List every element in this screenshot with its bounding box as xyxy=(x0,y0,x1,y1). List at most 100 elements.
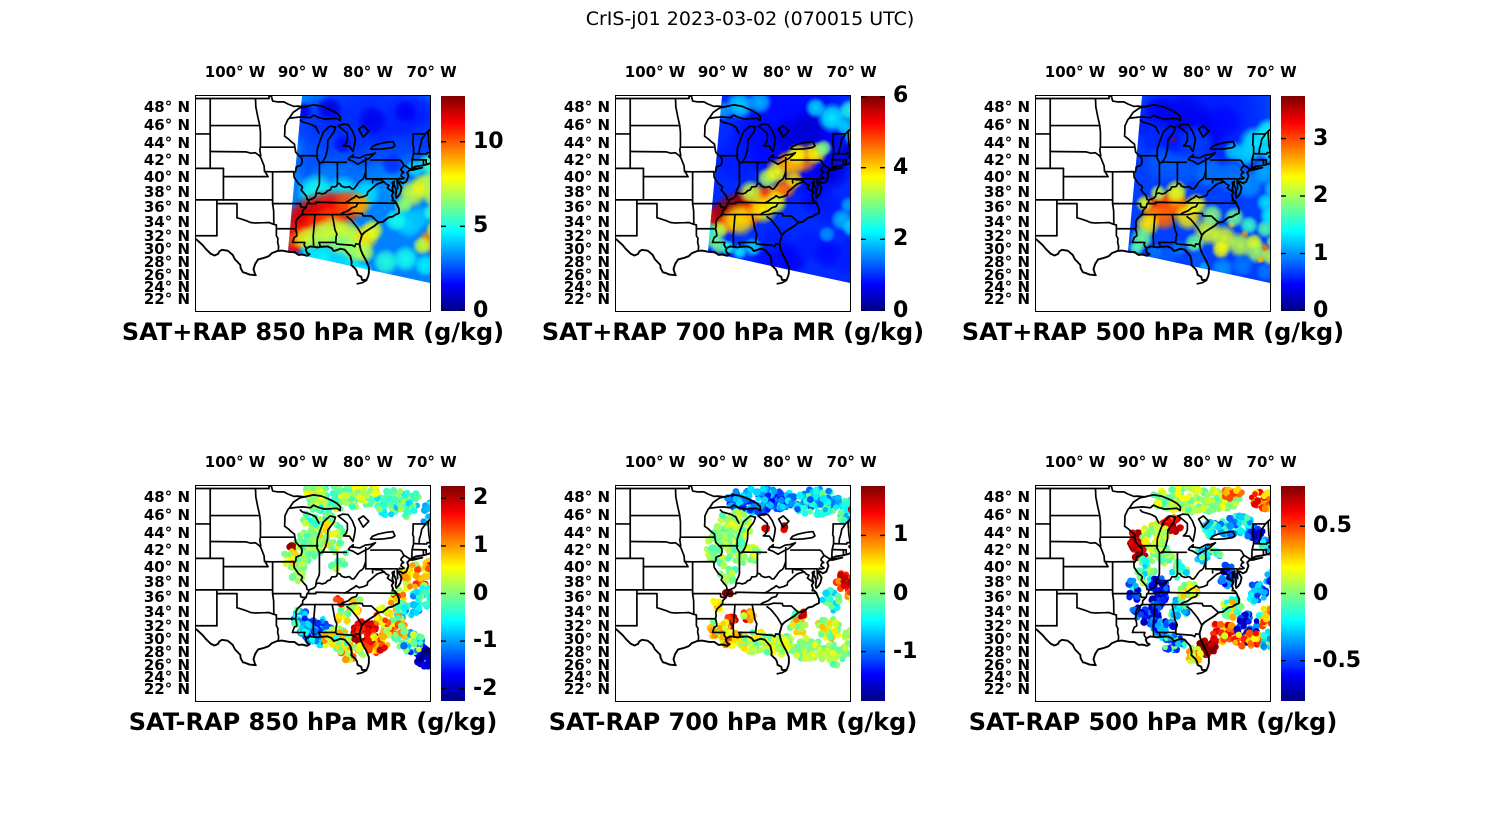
lat-tick-label: 34° N xyxy=(143,602,190,621)
lon-tick-label: 70° W xyxy=(406,453,457,471)
lat-tick-label: 34° N xyxy=(563,602,610,621)
lat-tick-label: 32° N xyxy=(143,226,190,245)
lat-tick-label: 28° N xyxy=(143,252,190,271)
lat-tick-label: 44° N xyxy=(563,523,610,542)
colorbar-tick-label: 0 xyxy=(893,580,909,606)
lat-tick-label: 30° N xyxy=(983,630,1030,649)
lat-tick-label: 48° N xyxy=(983,487,1030,506)
lat-tick-label: 48° N xyxy=(143,97,190,116)
lon-tick-label: 80° W xyxy=(342,453,394,471)
lat-tick-label: 46° N xyxy=(143,506,190,525)
lon-tick-label: 90° W xyxy=(277,453,329,471)
colorbar xyxy=(861,486,885,701)
lon-tick-label: 100° W xyxy=(204,63,266,81)
lat-tick-label: 46° N xyxy=(983,506,1030,525)
panel-title: SAT-RAP 500 hPa MR (g/kg) xyxy=(968,708,1338,736)
lat-tick-label: 48° N xyxy=(563,487,610,506)
lat-tick-label: 36° N xyxy=(983,198,1030,217)
colorbar-tick-label: 6 xyxy=(893,83,909,108)
lat-tick-label: 32° N xyxy=(983,616,1030,635)
colorbar-tick-label: 0 xyxy=(473,298,489,323)
lon-tick-label: 80° W xyxy=(1182,63,1234,81)
lat-tick-label: 40° N xyxy=(563,557,610,576)
lat-tick-label: 38° N xyxy=(143,573,190,592)
lat-tick-label: 36° N xyxy=(983,588,1030,607)
lat-tick-label: 22° N xyxy=(143,290,190,309)
lat-tick-label: 34° N xyxy=(983,602,1030,621)
lat-tick-label: 32° N xyxy=(563,616,610,635)
lat-tick-label: 22° N xyxy=(143,680,190,699)
colorbar-tick-label: 1 xyxy=(1313,240,1329,266)
colorbar xyxy=(861,96,885,311)
panel-title: SAT-RAP 700 hPa MR (g/kg) xyxy=(548,708,918,736)
map-frame xyxy=(615,485,851,702)
lat-tick-label: 42° N xyxy=(563,151,610,170)
colorbar xyxy=(1281,486,1305,701)
lat-tick-label: 46° N xyxy=(563,116,610,135)
lat-tick-label: 28° N xyxy=(563,642,610,661)
lat-tick-label: 26° N xyxy=(143,265,190,284)
lat-tick-label: 36° N xyxy=(143,588,190,607)
lat-tick-label: 28° N xyxy=(983,642,1030,661)
lat-tick-label: 36° N xyxy=(563,198,610,217)
lat-tick-label: 38° N xyxy=(563,183,610,202)
lon-tick-label: 100° W xyxy=(624,63,686,81)
lon-tick-label: 90° W xyxy=(277,63,329,81)
map-frame xyxy=(195,485,431,702)
lat-tick-label: 44° N xyxy=(983,133,1030,152)
lat-tick-label: 46° N xyxy=(143,116,190,135)
colorbar-tick-label: 1 xyxy=(473,532,489,558)
map-canvas xyxy=(1036,486,1270,701)
colorbar-tick-label: -2 xyxy=(473,675,498,701)
lat-tick-label: 44° N xyxy=(143,133,190,152)
colorbar-tick-label: 0 xyxy=(1313,298,1329,323)
lon-tick-label: 100° W xyxy=(624,453,686,471)
lat-tick-label: 30° N xyxy=(143,240,190,259)
lat-tick-label: 32° N xyxy=(563,226,610,245)
lat-tick-label: 36° N xyxy=(563,588,610,607)
lat-tick-label: 46° N xyxy=(563,506,610,525)
lat-tick-label: 38° N xyxy=(143,183,190,202)
lat-tick-label: 34° N xyxy=(563,212,610,231)
panel-title: SAT+RAP 850 hPa MR (g/kg) xyxy=(121,318,505,346)
lat-tick-label: 28° N xyxy=(563,252,610,271)
colorbar-tick-label: 1 xyxy=(893,522,909,548)
lat-tick-label: 40° N xyxy=(563,167,610,186)
lat-tick-label: 34° N xyxy=(983,212,1030,231)
lat-tick-label: 38° N xyxy=(983,573,1030,592)
lat-tick-label: 24° N xyxy=(983,278,1030,297)
lon-tick-label: 80° W xyxy=(762,453,814,471)
map-frame xyxy=(195,95,431,312)
lat-tick-label: 24° N xyxy=(143,278,190,297)
map-canvas xyxy=(1036,96,1270,311)
colorbar-tick-label: 0 xyxy=(473,580,489,606)
lon-tick-label: 70° W xyxy=(1246,63,1297,81)
lon-tick-label: 80° W xyxy=(762,63,814,81)
lon-tick-label: 80° W xyxy=(1182,453,1234,471)
lat-tick-label: 46° N xyxy=(983,116,1030,135)
lat-tick-label: 24° N xyxy=(563,278,610,297)
colorbar-tick-label: -1 xyxy=(893,638,918,664)
panel-title: SAT+RAP 500 hPa MR (g/kg) xyxy=(961,318,1345,346)
lat-tick-label: 26° N xyxy=(983,265,1030,284)
lat-tick-label: 30° N xyxy=(563,630,610,649)
colorbar-tick-label: 2 xyxy=(473,485,489,511)
lat-tick-label: 22° N xyxy=(563,680,610,699)
lat-tick-label: 30° N xyxy=(143,630,190,649)
lat-tick-label: 40° N xyxy=(983,557,1030,576)
lat-tick-label: 42° N xyxy=(143,151,190,170)
lon-tick-label: 80° W xyxy=(342,63,394,81)
lat-tick-label: 40° N xyxy=(143,557,190,576)
lat-tick-label: 26° N xyxy=(563,655,610,674)
map-canvas xyxy=(616,486,850,701)
lat-tick-label: 26° N xyxy=(983,655,1030,674)
colorbar xyxy=(441,96,465,311)
lat-tick-label: 44° N xyxy=(563,133,610,152)
colorbar xyxy=(441,486,465,701)
colorbar-tick-label: 10 xyxy=(473,128,504,154)
lon-tick-label: 100° W xyxy=(204,453,266,471)
lon-tick-label: 90° W xyxy=(1117,453,1169,471)
lat-tick-label: 38° N xyxy=(563,573,610,592)
colorbar-tick-label: 0 xyxy=(1313,580,1329,606)
lat-tick-label: 44° N xyxy=(143,523,190,542)
